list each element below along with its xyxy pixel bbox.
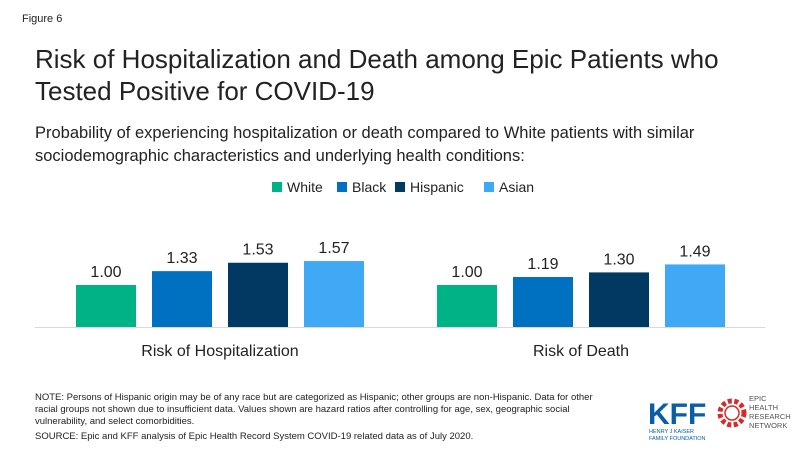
- kff-tagline: FAMILY FOUNDATION: [649, 436, 706, 442]
- bar: [304, 261, 364, 327]
- value-label: 1.33: [166, 250, 197, 267]
- kff-tagline: HENRY J KAISER: [649, 429, 694, 435]
- legend-label: Asian: [499, 179, 534, 195]
- x-tick-label: Risk of Death: [533, 343, 629, 360]
- bar: [76, 285, 136, 327]
- value-label: 1.19: [527, 256, 558, 273]
- kff-logo: KFF: [648, 398, 706, 431]
- epic-gear: [724, 405, 740, 421]
- value-label: 1.30: [603, 251, 634, 268]
- bar: [589, 272, 649, 327]
- legend-swatch: [337, 182, 347, 192]
- epic-logo: EPIC: [749, 394, 767, 403]
- bar: [665, 264, 725, 327]
- source: SOURCE: Epic and KFF analysis of Epic He…: [35, 431, 473, 442]
- figure-label: Figure 6: [22, 13, 62, 25]
- chart-title: Tested Positive for COVID-19: [35, 76, 375, 106]
- legend-swatch: [484, 182, 494, 192]
- legend-swatch: [395, 182, 405, 192]
- value-label: 1.57: [318, 240, 349, 257]
- legend-swatch: [272, 182, 282, 192]
- note: NOTE: Persons of Hispanic origin may be …: [35, 392, 593, 403]
- note: vulnerability, and select comorbidities.: [35, 416, 194, 427]
- value-label: 1.53: [242, 242, 273, 259]
- epic-gear: [717, 398, 747, 428]
- note: racial groups not shown due to insuffici…: [35, 404, 570, 415]
- epic-logo: RESEARCH: [749, 412, 791, 421]
- chart-subtitle: sociodemographic characteristics and und…: [35, 147, 525, 165]
- bar: [437, 285, 497, 327]
- value-label: 1.00: [451, 264, 482, 281]
- bar: [152, 271, 212, 327]
- legend-label: Hispanic: [410, 179, 464, 195]
- epic-logo: NETWORK: [749, 421, 787, 430]
- chart-subtitle: Probability of experiencing hospitalizat…: [35, 124, 695, 142]
- legend-label: Black: [352, 179, 387, 195]
- legend-label: White: [287, 179, 323, 195]
- value-label: 1.49: [679, 243, 710, 260]
- bar: [513, 277, 573, 327]
- value-label: 1.00: [90, 264, 121, 281]
- bar: [228, 262, 288, 327]
- epic-logo: HEALTH: [749, 403, 778, 412]
- chart-title: Risk of Hospitalization and Death among …: [35, 44, 719, 74]
- x-tick-label: Risk of Hospitalization: [141, 343, 298, 360]
